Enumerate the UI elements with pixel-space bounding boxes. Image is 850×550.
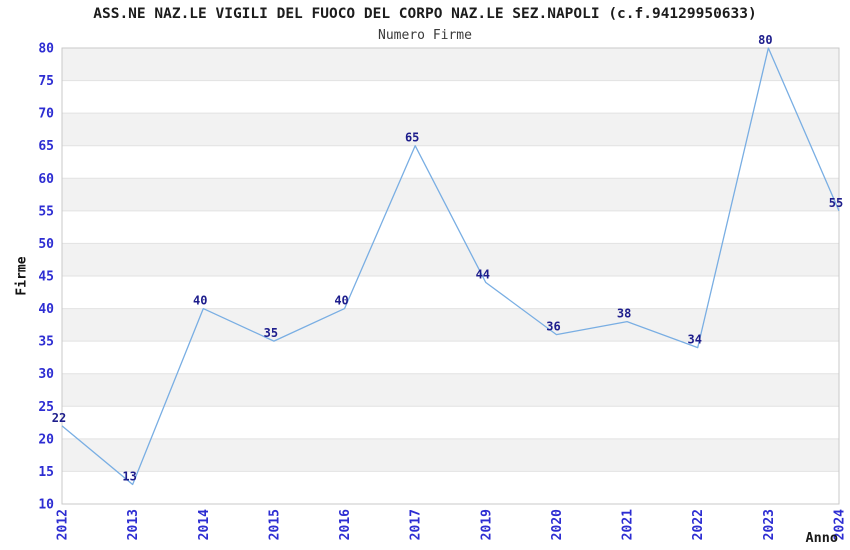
data-point-label: 44 — [476, 268, 490, 282]
plot-border — [61, 47, 840, 505]
y-tick-label: 65 — [38, 139, 54, 154]
y-tick-label: 25 — [38, 400, 54, 415]
x-tick-label: 2024 — [833, 509, 848, 540]
y-tick-label: 70 — [38, 107, 54, 122]
y-tick-label: 80 — [38, 42, 54, 57]
x-tick-label: 2022 — [691, 509, 706, 540]
chart-subtitle: Numero Firme — [378, 28, 472, 43]
y-tick-label: 75 — [38, 74, 54, 89]
x-tick-label: 2016 — [338, 509, 353, 540]
data-point-label: 22 — [52, 411, 66, 425]
y-axis-title: Firme — [14, 256, 30, 296]
data-series-line — [61, 47, 840, 486]
x-tick-label: 2017 — [409, 509, 424, 540]
y-tick-label: 45 — [38, 270, 54, 285]
x-tick-label: 2013 — [126, 509, 141, 540]
chart-title: ASS.NE NAZ.LE VIGILI DEL FUOCO DEL CORPO… — [93, 6, 757, 22]
x-tick-label: 2021 — [621, 509, 636, 540]
x-tick-label: 2019 — [479, 509, 494, 540]
data-point-label: 36 — [546, 320, 560, 334]
data-point-labels: 22 13 40 35 40 65 44 36 38 34 80 55 — [52, 33, 843, 483]
x-tick-label: 2012 — [56, 509, 71, 540]
y-tick-label: 40 — [38, 302, 54, 317]
data-point-label: 38 — [617, 307, 631, 321]
gridlines — [62, 80, 839, 472]
data-point-label: 80 — [758, 33, 772, 47]
data-point-label: 65 — [405, 131, 419, 145]
data-point-label: 40 — [193, 294, 207, 308]
x-tick-label: 2023 — [762, 509, 777, 540]
x-tick-label: 2014 — [197, 509, 212, 540]
y-tick-label: 35 — [38, 335, 54, 350]
y-tick-label: 15 — [38, 465, 54, 480]
y-tick-label: 50 — [38, 237, 54, 252]
x-tick-label: 2015 — [267, 509, 282, 540]
y-tick-label: 30 — [38, 367, 54, 382]
x-tick-label: 2020 — [550, 509, 565, 540]
data-point-label: 40 — [334, 294, 348, 308]
y-tick-label: 10 — [38, 498, 54, 513]
x-tick-labels: 2012 2013 2014 2015 2016 2017 2019 2020 2021 2022… — [56, 509, 848, 540]
y-tick-label: 60 — [38, 172, 54, 187]
data-point-label: 55 — [829, 196, 843, 210]
data-point-label: 13 — [122, 469, 136, 483]
data-point-label: 35 — [264, 326, 278, 340]
y-tick-label: 20 — [38, 432, 54, 447]
y-tick-label: 55 — [38, 204, 54, 219]
data-point-label: 34 — [688, 333, 702, 347]
x-axis-title: Anno — [805, 530, 838, 546]
y-tick-labels: 80 75 70 65 60 55 50 45 40 35 30 25 20 15 10 — [38, 42, 54, 513]
plot-bands — [62, 48, 839, 504]
